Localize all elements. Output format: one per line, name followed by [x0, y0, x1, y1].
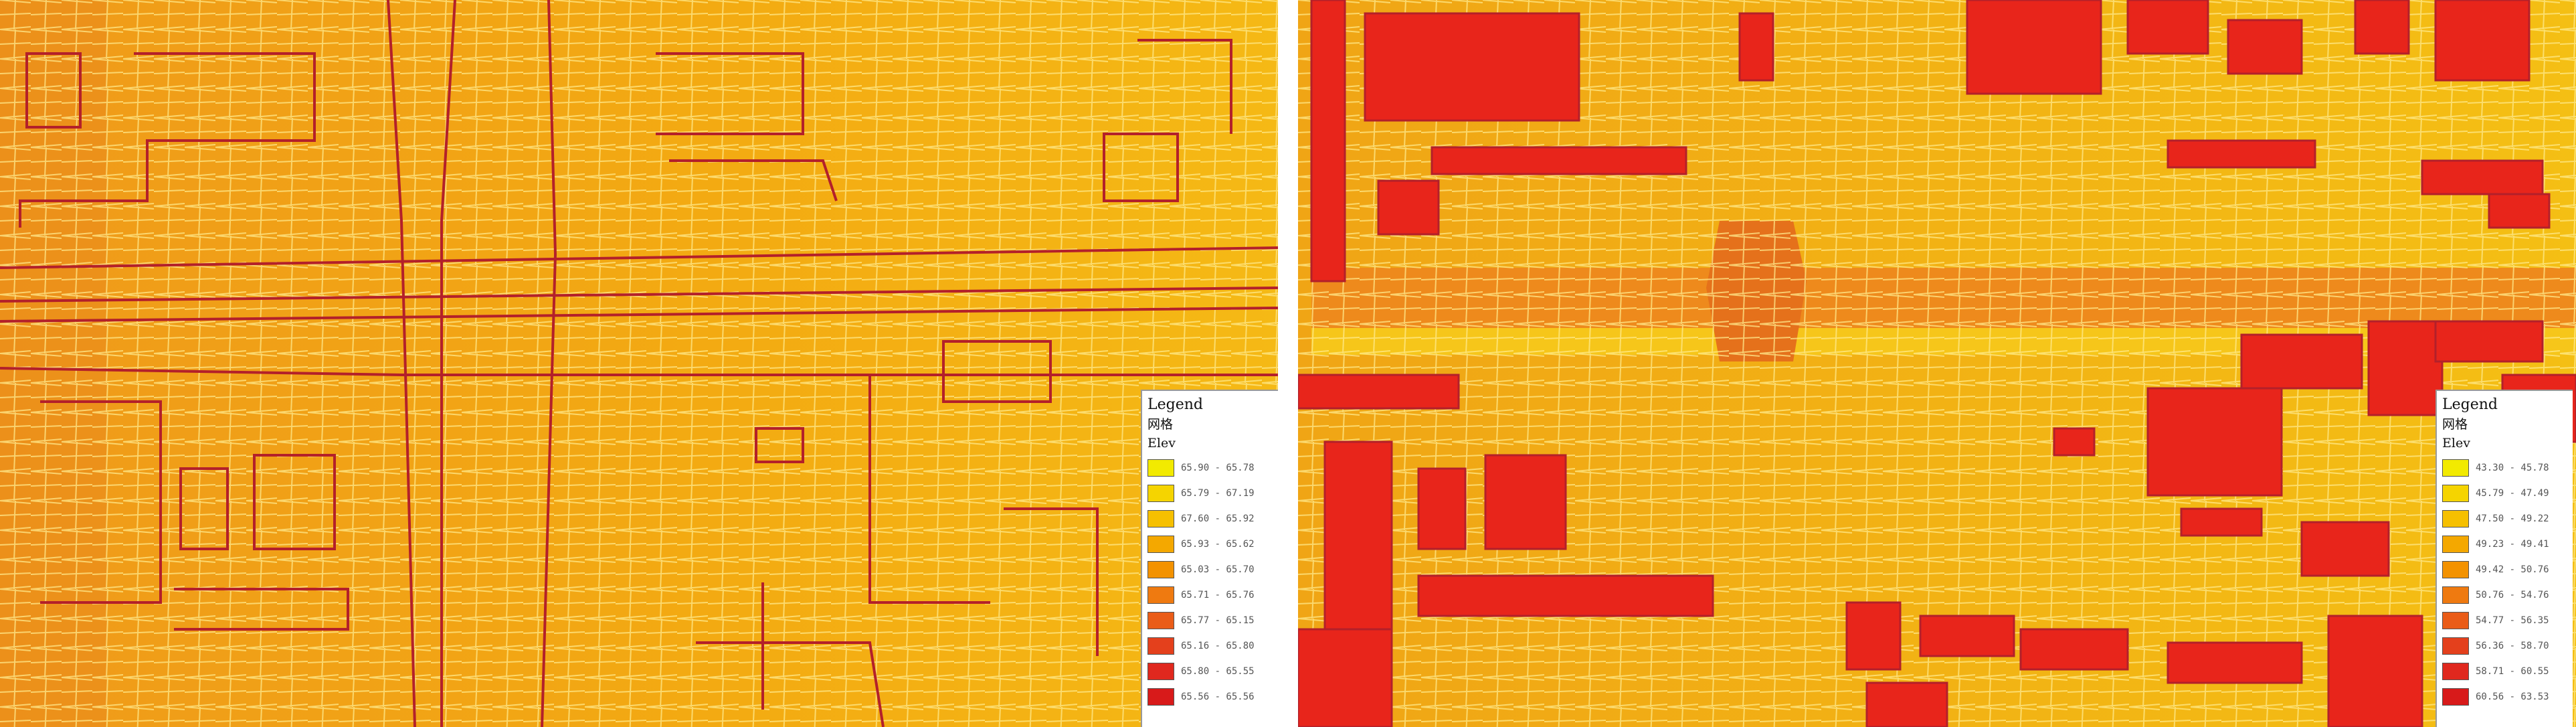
legend-title: Legend [1147, 396, 1203, 413]
legend-range-label: 65.16 - 65.80 [1181, 641, 1255, 651]
legend-range-label: 65.79 - 67.19 [1181, 488, 1255, 499]
legend-swatch [2442, 459, 2469, 477]
legend-range-label: 65.71 - 65.76 [1181, 590, 1255, 600]
legend-swatch [1147, 510, 1174, 528]
map-panel-left[interactable]: Legend 网格 Elev 65.90 - 65.78 65.79 - 67.1… [0, 0, 1278, 727]
legend-item: 65.56 - 65.56 [1147, 684, 1274, 710]
legend-items: 43.30 - 45.78 45.79 - 47.49 47.50 - 49.22 4… [2442, 455, 2569, 710]
legend-item: 65.90 - 65.78 [1147, 455, 1274, 481]
legend-swatch [2442, 612, 2469, 629]
legend-item: 43.30 - 45.78 [2442, 455, 2569, 481]
road-lines [0, 0, 1278, 727]
legend-item: 65.80 - 65.55 [1147, 659, 1274, 684]
legend-swatch [1147, 586, 1174, 604]
legend-range-label: 49.23 - 49.41 [2476, 539, 2549, 550]
legend-item: 49.23 - 49.41 [2442, 532, 2569, 557]
legend-layer-name: 网格 [1147, 417, 1174, 432]
legend-range-label: 56.36 - 58.70 [2476, 641, 2549, 651]
legend-range-label: 65.03 - 65.70 [1181, 564, 1255, 575]
building-outlines [19, 39, 1232, 727]
legend-range-label: 65.77 - 65.15 [1181, 615, 1255, 626]
legend-swatch [1147, 688, 1174, 706]
map-legend: Legend 网格 Elev 65.90 - 65.78 65.79 - 67.1… [1141, 390, 1278, 727]
legend-swatch [1147, 485, 1174, 502]
legend-item: 67.60 - 65.92 [1147, 506, 1274, 532]
legend-swatch [1147, 459, 1174, 477]
legend-item: 54.77 - 56.35 [2442, 608, 2569, 633]
legend-swatch [1147, 637, 1174, 655]
legend-swatch [2442, 586, 2469, 604]
legend-item: 65.79 - 67.19 [1147, 481, 1274, 506]
map-panel-right[interactable]: Legend 网格 Elev 43.30 - 45.78 45.79 - 47.4… [1298, 0, 2576, 727]
legend-layer-name: 网格 [2442, 417, 2468, 432]
legend-item: 56.36 - 58.70 [2442, 633, 2569, 659]
legend-item: 49.42 - 50.76 [2442, 557, 2569, 582]
legend-range-label: 43.30 - 45.78 [2476, 463, 2549, 473]
legend-swatch [1147, 663, 1174, 680]
legend-range-label: 60.56 - 63.53 [2476, 692, 2549, 702]
legend-item: 47.50 - 49.22 [2442, 506, 2569, 532]
legend-swatch [1147, 612, 1174, 629]
legend-swatch [1147, 561, 1174, 578]
legend-item: 65.16 - 65.80 [1147, 633, 1274, 659]
legend-item: 65.93 - 65.62 [1147, 532, 1274, 557]
legend-item: 65.77 - 65.15 [1147, 608, 1274, 633]
legend-swatch [1147, 536, 1174, 553]
legend-swatch [2442, 561, 2469, 578]
legend-swatch [2442, 688, 2469, 706]
legend-range-label: 54.77 - 56.35 [2476, 615, 2549, 626]
legend-range-label: 65.80 - 65.55 [1181, 666, 1255, 677]
elevation-map-right[interactable] [1298, 0, 2576, 727]
legend-range-label: 45.79 - 47.49 [2476, 488, 2549, 499]
legend-range-label: 50.76 - 54.76 [2476, 590, 2549, 600]
legend-field-name: Elev [1147, 436, 1176, 451]
legend-range-label: 58.71 - 60.55 [2476, 666, 2549, 677]
legend-range-label: 65.56 - 65.56 [1181, 692, 1255, 702]
legend-range-label: 47.50 - 49.22 [2476, 513, 2549, 524]
legend-items: 65.90 - 65.78 65.79 - 67.19 67.60 - 65.92 6… [1147, 455, 1274, 710]
legend-swatch [2442, 637, 2469, 655]
legend-item: 60.56 - 63.53 [2442, 684, 2569, 710]
legend-swatch [2442, 485, 2469, 502]
legend-range-label: 49.42 - 50.76 [2476, 564, 2549, 575]
mesh-grid [0, 0, 1278, 727]
legend-swatch [2442, 510, 2469, 528]
legend-swatch [2442, 536, 2469, 553]
legend-item: 65.71 - 65.76 [1147, 582, 1274, 608]
legend-item: 50.76 - 54.76 [2442, 582, 2569, 608]
legend-title: Legend [2442, 396, 2498, 413]
legend-item: 65.03 - 65.70 [1147, 557, 1274, 582]
buildings [1298, 0, 2576, 727]
map-legend: Legend 网格 Elev 43.30 - 45.78 45.79 - 47.4… [2435, 390, 2573, 727]
legend-field-name: Elev [2442, 436, 2470, 451]
legend-range-label: 65.90 - 65.78 [1181, 463, 1255, 473]
legend-item: 45.79 - 47.49 [2442, 481, 2569, 506]
elevation-map-left[interactable] [0, 0, 1278, 727]
legend-range-label: 65.93 - 65.62 [1181, 539, 1255, 550]
legend-range-label: 67.60 - 65.92 [1181, 513, 1255, 524]
legend-swatch [2442, 663, 2469, 680]
legend-item: 58.71 - 60.55 [2442, 659, 2569, 684]
